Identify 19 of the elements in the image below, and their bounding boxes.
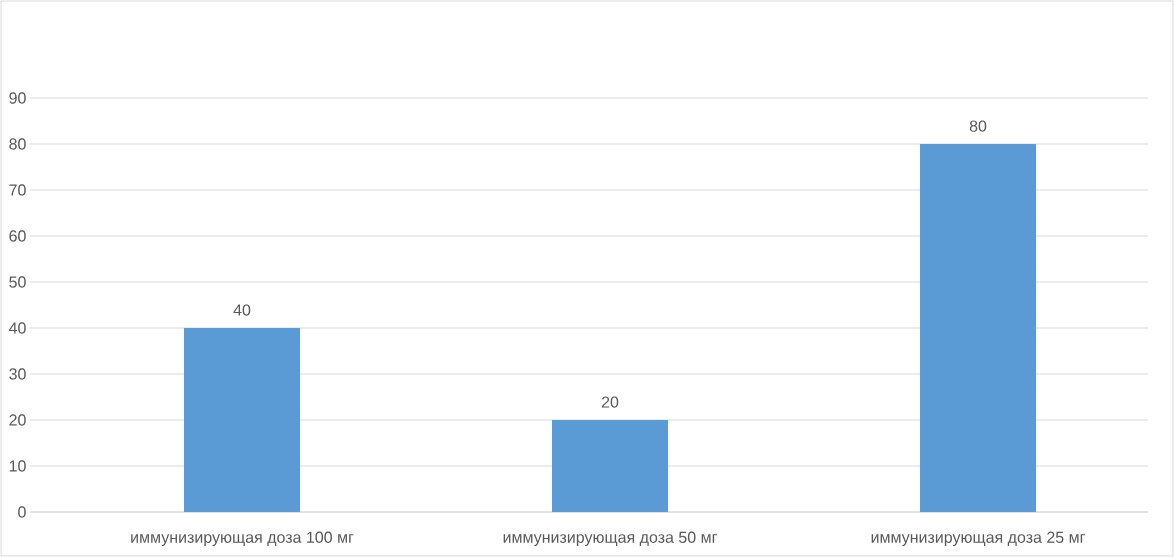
- y-tick-label: 40: [8, 322, 26, 334]
- y-tick-label: 90: [9, 92, 26, 104]
- data-label: 20: [601, 396, 619, 408]
- y-tick-label: 10: [9, 460, 26, 472]
- bar: [920, 144, 1037, 512]
- y-tick-label: 0: [18, 506, 26, 518]
- y-tick-label: 60: [9, 230, 26, 242]
- y-tick-label: 30: [9, 368, 26, 380]
- x-tick-label: иммунизирующая доза 25 мг: [871, 531, 1085, 547]
- y-tick-label: 80: [9, 138, 26, 150]
- bar: [184, 328, 300, 512]
- x-tick-label: иммунизирующая доза 100 мг: [131, 531, 354, 547]
- y-tick-label: 70: [9, 184, 26, 196]
- x-tick-label: иммунизирующая доза 50 мг: [503, 531, 717, 547]
- y-tick-label: 50: [9, 276, 26, 288]
- bar: [552, 420, 669, 512]
- data-label: 40: [233, 304, 251, 316]
- y-tick-label: 20: [9, 414, 26, 426]
- data-label: 80: [969, 120, 987, 132]
